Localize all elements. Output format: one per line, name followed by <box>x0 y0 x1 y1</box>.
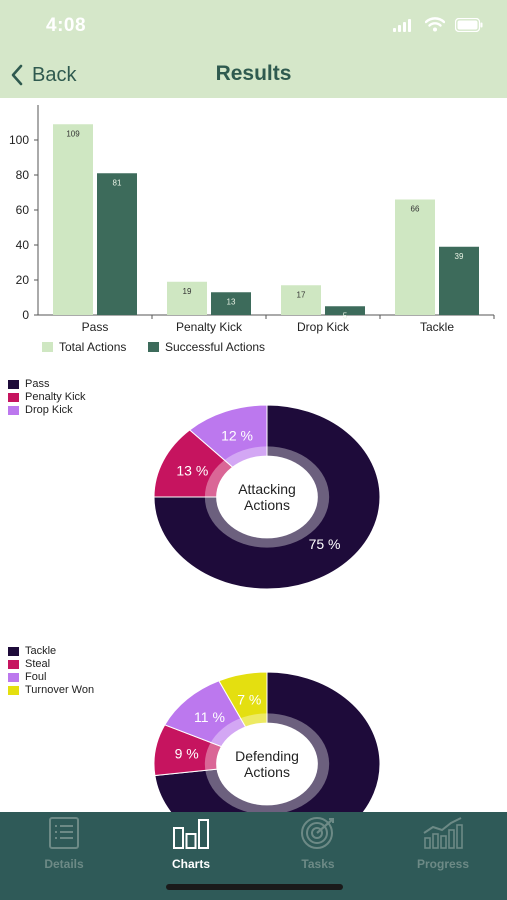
donut-center-label: Defending <box>235 748 299 764</box>
legend-swatch <box>8 686 19 695</box>
legend-item: Steal <box>8 658 94 671</box>
tab-progress-label: Progress <box>416 857 470 871</box>
legend-label: Penalty Kick <box>25 391 86 403</box>
legend-swatch <box>8 406 19 415</box>
y-tick-label: 20 <box>16 273 30 287</box>
slice-pass <box>153 404 381 590</box>
bar-value-label: 19 <box>183 287 192 296</box>
bar-successful-pass <box>97 173 137 315</box>
defending-chart-legend: Tackle Steal Foul Turnover Won <box>8 645 94 697</box>
tab-charts-label: Charts <box>171 857 210 871</box>
legend-swatch <box>148 342 159 352</box>
legend-label: Tackle <box>25 645 57 657</box>
legend-swatch <box>8 660 19 669</box>
donut-center-label: Actions <box>244 764 290 780</box>
bar-value-label: 66 <box>411 205 420 214</box>
legend-swatch <box>8 393 19 402</box>
actions-bar-chart: 0 20 40 60 80 100 109 81 Pass 19 13 Penalty Kick 17 5… <box>9 105 495 354</box>
tab-progress[interactable]: Progress <box>393 816 493 876</box>
donut-center-label: Actions <box>244 497 290 513</box>
bar-total-drop-kick <box>281 285 321 315</box>
cellular-signal-icon <box>393 18 411 32</box>
bar-value-label: 81 <box>113 178 122 187</box>
donut-center-label: Attacking <box>238 481 296 497</box>
bar-value-label: 39 <box>455 252 464 261</box>
bar-value-label: 109 <box>66 129 80 138</box>
x-tick-label: Penalty Kick <box>176 320 243 334</box>
legend-label: Pass <box>25 378 50 390</box>
legend-label: Steal <box>25 658 51 670</box>
legend-item: Penalty Kick <box>8 391 86 404</box>
home-indicator <box>166 884 343 890</box>
legend-label: Turnover Won <box>25 684 95 696</box>
bar-value-label: 13 <box>227 297 236 306</box>
legend-label: Total Actions <box>59 340 126 354</box>
wifi-icon <box>425 17 445 32</box>
slice-percent-label: 75 % <box>309 536 341 552</box>
donut-hole <box>216 722 318 806</box>
tab-details-label: Details <box>44 857 84 871</box>
bar-total-penalty-kick <box>167 281 207 315</box>
slice-percent-label: 13 % <box>176 463 208 479</box>
y-tick-label: 60 <box>16 203 30 217</box>
tab-charts[interactable]: Charts <box>141 816 241 876</box>
status-time: 4:08 <box>46 15 87 36</box>
tab-tasks[interactable]: Tasks <box>268 816 368 876</box>
y-tick-label: 100 <box>9 133 29 147</box>
status-icons <box>393 17 483 32</box>
legend-item: Drop Kick <box>8 404 86 417</box>
battery-icon <box>455 17 483 32</box>
growth-chart-icon <box>423 817 463 849</box>
bar-successful-tackle <box>439 246 479 315</box>
slice-percent-label: 7 % <box>237 691 261 707</box>
y-tick-label: 80 <box>16 168 30 182</box>
target-icon <box>301 817 334 849</box>
legend-label: Drop Kick <box>25 404 73 416</box>
legend-swatch <box>8 380 19 389</box>
slice-percent-label: 12 % <box>221 427 253 443</box>
x-tick-label: Pass <box>82 320 109 334</box>
bar-value-label: 5 <box>343 311 348 320</box>
y-tick-label: 40 <box>16 238 30 252</box>
legend-label: Successful Actions <box>165 340 265 354</box>
legend-item: Turnover Won <box>8 684 94 697</box>
back-button[interactable]: Back <box>10 60 76 90</box>
y-tick-label: 0 <box>22 308 29 322</box>
page-title: Results <box>215 62 292 85</box>
bar-successful-penalty-kick <box>211 292 251 315</box>
slice-percent-label: 9 % <box>175 746 199 762</box>
legend-swatch <box>8 647 19 656</box>
x-tick-label: Tackle <box>420 320 454 334</box>
donut-hole <box>216 455 318 539</box>
tab-tasks-label: Tasks <box>301 857 335 871</box>
list-icon <box>49 817 79 849</box>
attacking-chart-legend: Pass Penalty Kick Drop Kick <box>8 378 86 417</box>
tab-details[interactable]: Details <box>14 816 114 876</box>
chevron-left-icon <box>11 64 23 86</box>
status-bar: 4:08 <box>0 0 507 52</box>
back-label: Back <box>32 63 77 86</box>
bar-chart-icon <box>173 819 209 849</box>
legend-label: Foul <box>25 671 47 683</box>
x-tick-label: Drop Kick <box>297 320 350 334</box>
bar-value-label: 17 <box>297 290 306 299</box>
legend-item: Foul <box>8 671 94 684</box>
legend-swatch <box>8 673 19 682</box>
bar-total-tackle <box>395 199 435 315</box>
bar-successful-drop-kick <box>325 306 365 315</box>
legend-item: Pass <box>8 378 86 391</box>
navigation-bar: Back Results <box>0 52 507 98</box>
bar-total-pass <box>53 124 93 315</box>
legend-item: Tackle <box>8 645 94 658</box>
legend-swatch <box>42 342 53 352</box>
slice-percent-label: 11 % <box>194 709 225 725</box>
